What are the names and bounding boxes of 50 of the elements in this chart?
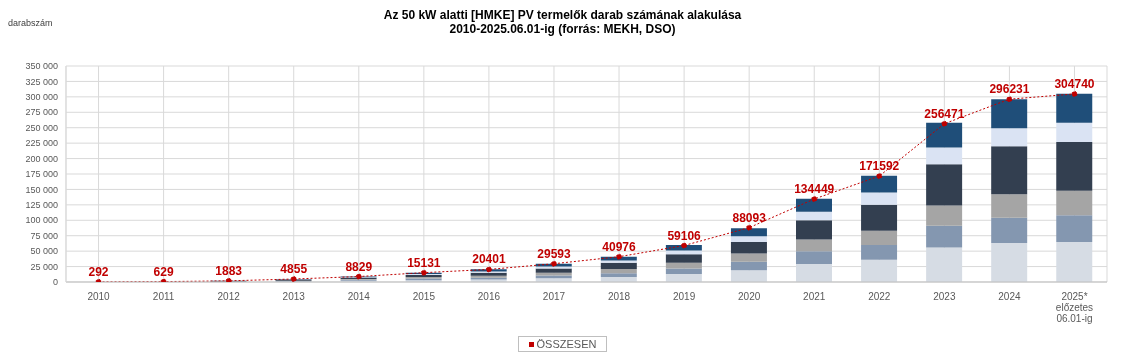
data-label: 256471	[924, 106, 965, 121]
x-tick-label: 2018	[607, 291, 631, 302]
data-label: 629	[153, 264, 174, 279]
data-label: 8829	[345, 259, 373, 274]
y-tick-label: 200 000	[25, 153, 58, 164]
data-label: 88093	[732, 210, 767, 225]
x-tick-label: 2014	[347, 291, 371, 302]
data-label: 59106	[667, 228, 702, 243]
data-label: 29593	[537, 246, 571, 261]
data-label: 292	[88, 264, 109, 279]
data-label: 304740	[1054, 76, 1095, 91]
x-tick-label: 2012	[217, 291, 241, 302]
x-tick-label: 2016	[477, 291, 501, 302]
y-tick-label: 100 000	[25, 215, 58, 226]
y-tick-label: 300 000	[25, 92, 58, 103]
y-tick-label: 0	[52, 277, 58, 288]
data-label: 296231	[989, 82, 1030, 97]
y-axis-title: darabszám	[8, 18, 53, 28]
legend-label: ÖSSZESEN	[535, 338, 597, 350]
chart-title: Az 50 kW alatti [HMKE] PV termelők darab számának alakulása 2010-2025.06.01-ig (forrás: MEKH, DSO)	[383, 8, 742, 36]
x-tick-label: 2021	[803, 291, 826, 302]
data-label: 1883	[215, 263, 243, 278]
data-label: 134449	[794, 182, 835, 197]
y-tick-label: 350 000	[25, 61, 58, 72]
data-label: 40976	[602, 239, 637, 254]
y-tick-label: 275 000	[25, 107, 58, 118]
x-tick-label: 2022	[868, 291, 891, 302]
y-tick-label: 250 000	[25, 122, 58, 133]
y-tick-label: 150 000	[25, 184, 58, 195]
y-tick-label: 125 000	[25, 200, 58, 211]
data-label: 15131	[407, 255, 441, 270]
y-tick-label: 50 000	[30, 246, 58, 257]
data-label: 20401	[472, 252, 506, 267]
y-tick-label: 75 000	[30, 230, 58, 241]
y-tick-label: 25 000	[30, 261, 58, 272]
x-tick-label: 2011	[152, 291, 175, 302]
x-tick-label: 2017	[542, 291, 566, 302]
x-tick-label: 2023	[933, 291, 956, 302]
y-tick-label: 175 000	[25, 169, 58, 180]
x-tick-label: 2015	[412, 291, 436, 302]
y-tick-label: 325 000	[25, 76, 58, 87]
data-label: 171592	[859, 159, 900, 174]
x-tick-label: 2013	[282, 291, 306, 302]
x-tick-label: 2020	[738, 291, 761, 302]
y-tick-label: 225 000	[25, 138, 58, 149]
data-label: 4855	[280, 262, 308, 276]
x-tick-label: 2019	[672, 291, 696, 302]
x-tick-label: 2010	[87, 291, 111, 302]
x-tick-label: 2024	[998, 291, 1021, 302]
x-tick-label: 2025* előzetes 06.01-ig	[1055, 291, 1094, 324]
